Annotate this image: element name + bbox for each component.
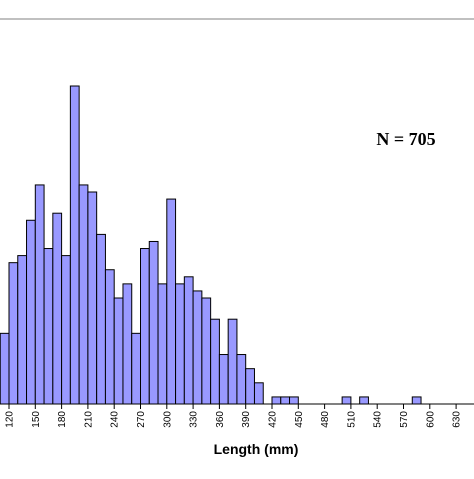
histogram-bar	[0, 332, 10, 405]
x-tick-label: 150	[31, 411, 42, 428]
histogram-bar	[210, 318, 220, 405]
histogram-bar	[113, 297, 124, 405]
histogram-bar	[43, 248, 54, 405]
histogram-bar	[236, 354, 247, 405]
histogram-bar	[26, 219, 36, 405]
x-tick-label: 420	[268, 411, 279, 428]
histogram-bar	[271, 396, 282, 405]
x-tick-label: 120	[5, 411, 16, 428]
sample-size-annotation: N = 705	[376, 129, 435, 149]
x-tick-label: 480	[320, 411, 331, 428]
x-ticks-layer: 120 150 180 210 240 270 300 330 360 390 420 450 480 5…	[5, 404, 463, 428]
histogram-bar	[183, 276, 194, 405]
x-axis-title: Length (mm)	[214, 441, 299, 457]
histogram-bar	[201, 297, 212, 405]
histogram-bar	[96, 233, 106, 405]
x-tick-label: 450	[294, 411, 305, 428]
x-tick-label: 300	[162, 411, 173, 428]
histogram-bar	[175, 283, 185, 405]
histogram-bar	[78, 184, 89, 405]
histogram-bar	[289, 396, 299, 405]
histogram-bar	[166, 198, 177, 405]
histogram-bar	[227, 318, 238, 405]
histogram-bar	[34, 184, 45, 405]
histogram-bar	[245, 368, 255, 405]
histogram-bar	[280, 396, 291, 405]
histogram-bar	[411, 396, 422, 405]
histogram-bar	[61, 255, 71, 405]
x-tick-label: 510	[346, 411, 357, 428]
histogram-bar	[8, 262, 19, 405]
histogram-bar	[341, 396, 352, 405]
histogram-bar	[359, 396, 369, 405]
x-tick-label: 630	[452, 411, 463, 428]
histogram-bar	[87, 191, 98, 405]
histogram-bar	[157, 283, 168, 405]
histogram-bar	[104, 269, 115, 405]
x-tick-label: 540	[373, 411, 384, 428]
histogram-bar	[122, 283, 133, 405]
x-tick-label: 600	[425, 411, 436, 428]
x-tick-label: 360	[215, 411, 226, 428]
histogram-bar	[192, 290, 203, 405]
x-tick-label: 180	[57, 411, 68, 428]
histogram-bar	[131, 332, 141, 405]
histogram-bar	[148, 240, 159, 405]
histogram-bar	[69, 85, 80, 405]
histogram-bar	[253, 382, 264, 405]
bars-layer	[0, 85, 422, 405]
histogram-bar	[218, 354, 229, 405]
x-tick-label: 330	[189, 411, 200, 428]
histogram-bar	[17, 255, 28, 405]
x-tick-label: 240	[110, 411, 121, 428]
x-tick-label: 390	[241, 411, 252, 428]
histogram-bar	[52, 212, 63, 405]
x-tick-label: 270	[136, 411, 147, 428]
x-tick-label: 570	[399, 411, 410, 428]
histogram-bar	[140, 248, 150, 405]
x-tick-label: 210	[83, 411, 94, 428]
